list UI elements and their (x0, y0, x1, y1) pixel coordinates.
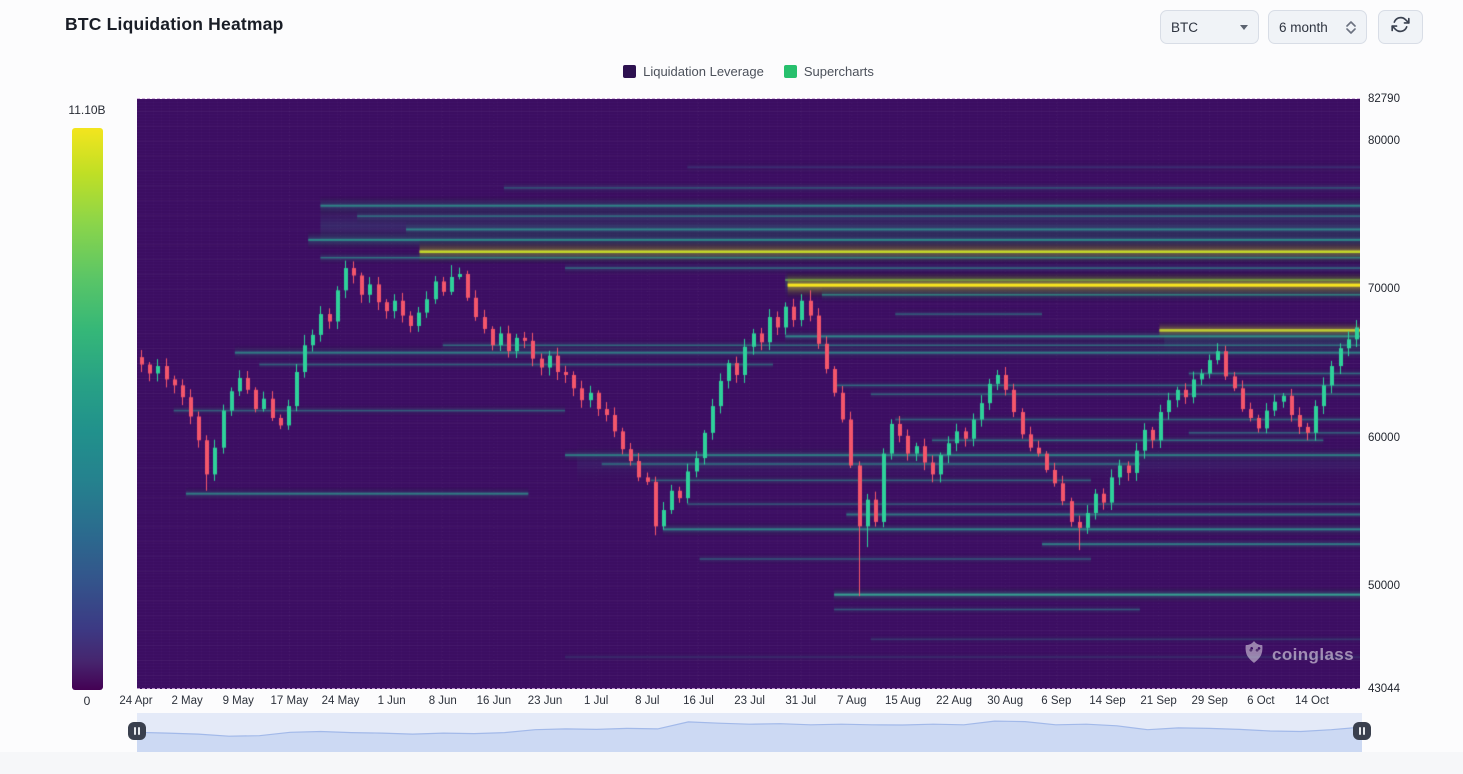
chart-legend: Liquidation Leverage Supercharts (137, 64, 1360, 79)
period-select-value: 6 month (1279, 19, 1328, 35)
price-axis: 82790 80000 70000 60000 50000 43044 (1368, 0, 1438, 774)
navigator-handle-left[interactable] (128, 722, 146, 740)
legend-swatch-green (783, 65, 797, 78)
navigator-handle-right[interactable] (1353, 722, 1371, 740)
colorbar-min-label: 0 (83, 694, 91, 708)
colorbar-max-label: 11.10B (68, 103, 106, 117)
x-axis-label: 6 Oct (1247, 695, 1275, 707)
x-axis-label: 8 Jul (635, 695, 660, 707)
y-axis-label: 50000 (1368, 580, 1400, 592)
x-axis-label: 22 Aug (936, 695, 972, 707)
date-axis: 24 Apr 2 May 9 May 17 May 24 May 1 Jun 8 Jun 16… (0, 695, 1463, 711)
refresh-button[interactable] (1378, 10, 1423, 44)
x-axis-label: 2 May (171, 695, 203, 707)
y-axis-label: 70000 (1368, 283, 1400, 295)
x-axis-label: 30 Aug (987, 695, 1024, 707)
x-axis-label: 23 Jul (734, 695, 765, 707)
x-axis-label: 1 Jun (377, 695, 406, 707)
x-axis-label: 24 Apr (119, 695, 153, 707)
x-axis-label: 24 May (321, 695, 360, 707)
x-axis-label: 1 Jul (584, 695, 609, 707)
x-axis-label: 31 Jul (785, 695, 817, 707)
x-axis-label: 23 Jun (527, 695, 563, 707)
x-axis-label: 15 Aug (885, 695, 921, 707)
y-axis-label: 80000 (1368, 135, 1400, 147)
y-axis-label: 82790 (1368, 93, 1400, 105)
period-select[interactable]: 6 month (1268, 10, 1367, 44)
page-title: BTC Liquidation Heatmap (65, 14, 284, 34)
legend-item-supercharts[interactable]: Supercharts (783, 64, 874, 79)
bottom-strip (0, 752, 1463, 774)
x-axis-label: 16 Jul (683, 695, 714, 707)
colorbar-gradient (72, 128, 103, 690)
x-axis-label: 16 Jun (476, 695, 512, 707)
legend-swatch-purple (623, 65, 637, 78)
x-axis-label: 6 Sep (1041, 695, 1072, 707)
y-axis-label: 60000 (1368, 432, 1400, 444)
heatmap-chart-area[interactable]: coinglass (137, 98, 1360, 689)
chevron-down-icon (1240, 24, 1248, 30)
legend-item-liquidation-leverage[interactable]: Liquidation Leverage (623, 64, 764, 79)
symbol-select-value: BTC (1171, 19, 1198, 35)
symbol-select[interactable]: BTC (1160, 10, 1259, 44)
legend-label: Liquidation Leverage (643, 64, 764, 79)
x-axis-label: 17 May (270, 695, 309, 707)
x-axis-label: 14 Oct (1295, 695, 1329, 707)
updown-chevrons-icon (1346, 20, 1356, 34)
x-axis-label: 29 Sep (1191, 695, 1228, 707)
x-axis-label: 21 Sep (1140, 695, 1177, 707)
heatmap-canvas[interactable] (137, 99, 1360, 689)
x-axis-label: 14 Sep (1089, 695, 1126, 707)
refresh-icon (1391, 15, 1410, 39)
navigator-track[interactable] (136, 713, 1363, 752)
legend-label: Supercharts (803, 64, 874, 79)
x-axis-label: 7 Aug (837, 695, 867, 707)
x-axis-label: 8 Jun (428, 695, 457, 707)
x-axis-label: 9 May (222, 695, 254, 707)
y-axis-label: 43044 (1368, 683, 1400, 695)
